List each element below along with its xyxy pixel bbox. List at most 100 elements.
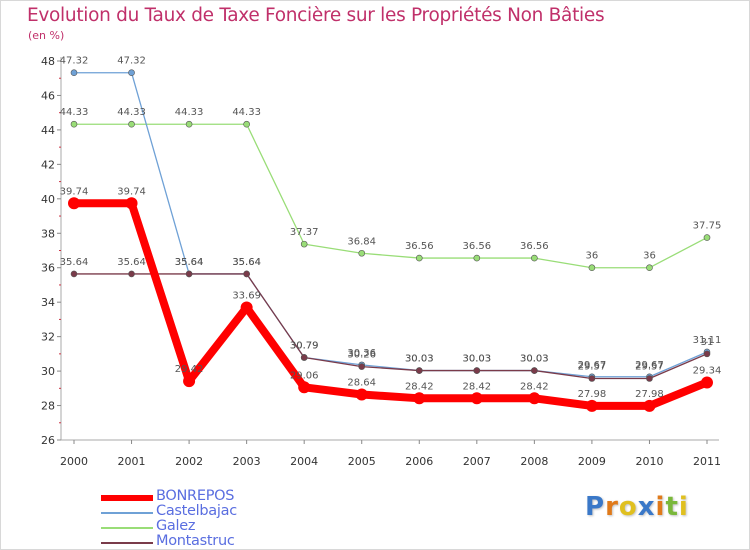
data-point-montastruc <box>185 270 193 278</box>
data-point-castelbajac <box>70 69 78 77</box>
y-tick-label: 36 <box>41 262 55 275</box>
logo-letter: x <box>637 492 656 522</box>
data-label-bonrepos: 27.98 <box>635 389 664 400</box>
y-tick-label: 38 <box>41 227 55 240</box>
x-tick-label: 2007 <box>463 455 491 468</box>
data-label-bonrepos: 28.64 <box>347 378 376 389</box>
logo-letter: o <box>618 492 638 522</box>
data-point-montastruc <box>588 375 596 382</box>
x-tick-label: 2009 <box>578 455 606 468</box>
data-label-montastruc: 30.03 <box>405 354 434 365</box>
data-label-montastruc: 35.64 <box>232 257 261 268</box>
y-tick-label: 30 <box>41 365 55 378</box>
logo-letter: t <box>665 492 679 522</box>
data-point-montastruc <box>243 270 250 278</box>
data-label-bonrepos: 33.69 <box>232 291 261 302</box>
legend-label-galez: Galez <box>156 518 196 534</box>
data-label-castelbajac: 31.11 <box>693 335 722 346</box>
x-tick-label: 2010 <box>635 455 663 468</box>
data-label-montastruc: 35.64 <box>117 257 146 268</box>
data-label-galez: 36 <box>643 251 656 262</box>
x-tick-label: 2000 <box>60 455 88 468</box>
legend-label-bonrepos: BONREPOS <box>156 488 235 504</box>
y-tick-label: 32 <box>41 331 55 344</box>
data-point-bonrepos <box>413 392 426 405</box>
data-label-montastruc: 30.79 <box>290 340 319 351</box>
data-point-bonrepos <box>125 197 138 210</box>
data-point-montastruc <box>473 367 481 374</box>
data-point-montastruc <box>415 367 423 374</box>
data-label-montastruc: 29.57 <box>578 361 607 372</box>
legend-swatch-galez <box>101 527 153 529</box>
data-label-castelbajac: 47.32 <box>117 56 146 67</box>
y-tick-label: 40 <box>41 193 55 206</box>
data-label-bonrepos: 29.06 <box>290 370 319 381</box>
x-tick-label: 2011 <box>693 455 721 468</box>
data-point-bonrepos <box>298 381 311 394</box>
data-point-bonrepos <box>183 375 196 388</box>
series-line-bonrepos <box>74 199 709 410</box>
data-point-bonrepos <box>470 392 483 405</box>
x-tick-label: 2008 <box>520 455 548 468</box>
data-label-castelbajac: 29.67 <box>635 360 664 371</box>
logo-letter: P <box>585 492 606 522</box>
data-label-galez: 44.33 <box>232 107 261 118</box>
data-label-castelbajac: 35.64 <box>175 257 204 268</box>
logo-letter: i <box>678 492 689 522</box>
data-point-montastruc <box>703 350 711 358</box>
data-label-montastruc: 31 <box>701 337 714 348</box>
legend-label-montastruc: Montastruc <box>156 533 235 549</box>
data-label-castelbajac: 47.32 <box>60 56 89 67</box>
data-label-bonrepos: 27.98 <box>578 389 607 400</box>
data-point-montastruc <box>300 354 308 361</box>
data-point-bonrepos <box>701 376 713 389</box>
data-point-galez <box>300 240 308 248</box>
data-label-galez: 44.33 <box>117 107 146 118</box>
x-tick-label: 2002 <box>175 455 203 468</box>
y-tick-label: 28 <box>41 400 55 413</box>
data-label-castelbajac: 30.03 <box>462 354 491 365</box>
x-tick-label: 2006 <box>405 455 433 468</box>
y-tick-label: 42 <box>41 158 55 171</box>
data-point-bonrepos <box>68 197 80 210</box>
y-tick-label: 48 <box>41 55 55 68</box>
y-axis-unit: (en %) <box>28 29 65 42</box>
data-label-castelbajac: 35.64 <box>232 257 261 268</box>
data-label-galez: 36.56 <box>520 241 549 252</box>
data-point-bonrepos <box>240 301 253 314</box>
data-point-galez <box>415 254 423 262</box>
data-label-galez: 36.56 <box>462 241 491 252</box>
data-point-galez <box>703 234 711 241</box>
data-label-bonrepos: 39.74 <box>117 186 146 197</box>
data-point-galez <box>70 120 78 128</box>
data-point-galez <box>531 254 538 262</box>
data-label-bonrepos: 29.42 <box>175 364 204 375</box>
data-label-galez: 44.33 <box>175 107 204 118</box>
data-point-galez <box>358 249 366 257</box>
data-label-bonrepos: 39.74 <box>60 186 89 197</box>
legend-swatch-castelbajac <box>101 512 153 514</box>
data-point-galez <box>473 254 481 262</box>
data-point-montastruc <box>128 270 135 278</box>
data-point-galez <box>185 120 193 128</box>
data-point-bonrepos <box>643 399 656 412</box>
data-label-montastruc: 30.26 <box>347 350 376 361</box>
data-label-galez: 36.56 <box>405 241 434 252</box>
data-label-bonrepos: 28.42 <box>520 381 549 392</box>
data-label-bonrepos: 28.42 <box>405 381 434 392</box>
data-label-bonrepos: 29.34 <box>693 365 722 376</box>
logo-letter: r <box>605 492 619 522</box>
data-point-galez <box>243 120 250 128</box>
data-point-galez <box>588 264 596 272</box>
data-label-galez: 36.84 <box>347 236 376 247</box>
data-label-montastruc: 35.64 <box>175 257 204 268</box>
data-label-castelbajac: 30.79 <box>290 340 319 351</box>
legend-swatch-bonrepos <box>101 495 153 501</box>
data-label-montastruc: 30.03 <box>462 354 491 365</box>
data-point-bonrepos <box>355 388 368 401</box>
data-point-bonrepos <box>528 392 541 405</box>
data-label-bonrepos: 28.42 <box>462 381 491 392</box>
series-line-castelbajac <box>74 72 708 378</box>
data-point-galez <box>128 120 135 128</box>
